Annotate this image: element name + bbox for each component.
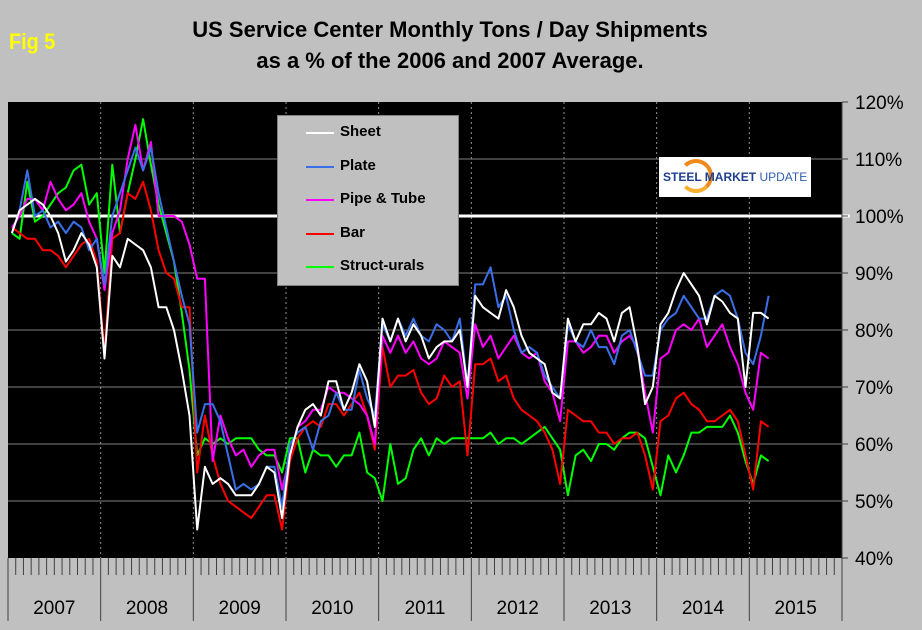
legend-label: Sheet <box>340 123 381 140</box>
legend-swatch-bar <box>306 233 334 235</box>
legend-item-plate: Plate <box>278 157 458 177</box>
legend-swatch-sheet <box>306 132 334 134</box>
x-tick-label: 2009 <box>219 598 261 619</box>
legend-swatch-plate <box>306 166 334 168</box>
legend-swatch-pipe-tube <box>306 199 334 201</box>
y-tick-label: 80% <box>855 321 893 342</box>
legend-label: Plate <box>340 157 376 174</box>
y-tick-label: 40% <box>855 549 893 570</box>
y-tick-label: 60% <box>855 435 893 456</box>
chart-title-line2: as a % of the 2006 and 2007 Average. <box>256 48 644 73</box>
legend-item-bar: Bar <box>278 224 458 244</box>
logo-arc-icon <box>679 159 713 193</box>
chart-title-line1: US Service Center Monthly Tons / Day Shi… <box>192 17 708 42</box>
legend: Sheet Plate Pipe & Tube Bar Struct-urals <box>277 115 459 286</box>
y-axis: 40% 50% 60% 70% 80% 90% 100% 110% 120% <box>841 93 904 570</box>
x-tick-label: 2014 <box>682 598 725 619</box>
y-tick-label: 120% <box>855 93 904 114</box>
y-tick-label: 110% <box>855 150 902 171</box>
legend-label: Pipe & Tube <box>340 190 426 207</box>
legend-swatch-structurals <box>306 266 334 268</box>
x-tick-label: 2007 <box>33 598 75 619</box>
series-line-bar <box>11 180 770 531</box>
x-axis: 2007 2008 2009 2010 2011 2012 2013 2014 2015 <box>7 558 843 621</box>
legend-label: Struct-urals <box>340 257 425 274</box>
x-tick-label: 2008 <box>126 598 168 619</box>
series-lines <box>10 118 770 531</box>
steel-market-update-logo: STEEL MARKET UPDATE <box>659 157 811 197</box>
x-tick-label: 2010 <box>311 598 353 619</box>
y-tick-label: 100% <box>855 207 904 228</box>
x-tick-label: 2012 <box>497 598 539 619</box>
y-tick-label: 90% <box>855 264 893 285</box>
y-tick-label: 70% <box>855 378 893 399</box>
x-tick-label: 2013 <box>589 598 631 619</box>
x-tick-label: 2011 <box>405 598 446 619</box>
x-tick-label: 2015 <box>775 598 817 619</box>
logo-text: STEEL MARKET UPDATE <box>663 170 808 184</box>
y-tick-label: 50% <box>855 492 893 513</box>
series-line-sheet <box>10 197 770 531</box>
legend-item-structurals: Struct-urals <box>278 257 458 277</box>
figure-label: Fig 5 <box>9 29 56 54</box>
legend-item-pipe-tube: Pipe & Tube <box>278 190 458 210</box>
legend-label: Bar <box>340 224 366 241</box>
legend-item-sheet: Sheet <box>278 123 458 143</box>
series-line-pipe-tube <box>11 123 770 491</box>
